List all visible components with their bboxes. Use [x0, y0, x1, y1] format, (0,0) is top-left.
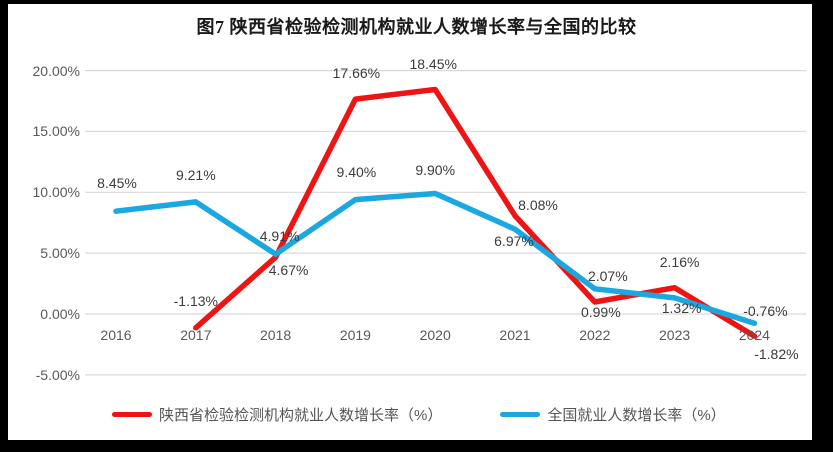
- data-label: 4.91%: [259, 228, 300, 245]
- x-axis-tick-label: 2021: [499, 327, 531, 343]
- data-label: 9.40%: [336, 163, 377, 180]
- y-axis-tick-label: 10.00%: [32, 184, 80, 201]
- data-label: 2.07%: [587, 267, 628, 284]
- y-axis-tick-label: 20.00%: [32, 62, 80, 79]
- data-label: 0.99%: [580, 303, 621, 320]
- y-axis-tick-label: 0.00%: [40, 306, 80, 322]
- data-label: 4.67%: [268, 262, 309, 279]
- series-line-1: [113, 190, 758, 326]
- x-axis-tick-label: 2022: [579, 327, 611, 343]
- legend: 陕西省检验检测机构就业人数增长率（%） 全国就业人数增长率（%）: [112, 404, 774, 425]
- x-axis-tick-label: 2023: [659, 327, 691, 343]
- legend-item-shaanxi: 陕西省检验检测机构就业人数增长率（%）: [112, 404, 442, 425]
- legend-label-shaanxi: 陕西省检验检测机构就业人数增长率（%）: [159, 407, 443, 424]
- data-label: -1.82%: [754, 346, 799, 363]
- series-lines: [113, 86, 758, 339]
- series-line-0: [193, 86, 758, 339]
- x-axis-tick-label: 2024: [738, 327, 770, 343]
- chart-panel: [8, 4, 812, 440]
- data-label: 18.45%: [409, 56, 457, 73]
- data-label: 1.32%: [661, 299, 702, 316]
- x-axis-tick-label: 2018: [260, 327, 292, 343]
- data-label: 8.08%: [518, 196, 558, 213]
- data-label: 8.45%: [97, 175, 137, 192]
- data-label: 9.21%: [175, 166, 216, 183]
- y-axis-tick-label: -5.00%: [35, 366, 80, 383]
- x-axis-tick-label: 2019: [339, 327, 371, 343]
- legend-label-national: 全国就业人数增长率（%）: [547, 407, 726, 424]
- data-label: 2.16%: [659, 253, 700, 270]
- x-axis-tick-label: 2017: [180, 327, 212, 343]
- gridlines: [85, 69, 806, 376]
- y-axis-tick-label: 15.00%: [32, 123, 80, 140]
- data-label: 17.66%: [332, 65, 381, 82]
- chart-title: 图7 陕西省检验检测机构就业人数增长率与全国的比较: [196, 17, 637, 37]
- x-axis-tick-label: 2020: [419, 327, 451, 343]
- y-axis-tick-label: 5.00%: [40, 245, 80, 262]
- blue-line-swatch-icon: [500, 412, 541, 417]
- x-axis-tick-label: 2016: [100, 327, 132, 343]
- legend-item-national: 全国就业人数增长率（%）: [500, 404, 726, 425]
- data-label: 9.90%: [415, 161, 456, 178]
- data-label: -1.13%: [173, 292, 218, 309]
- data-label: 6.97%: [494, 233, 534, 250]
- data-label: -0.76%: [743, 303, 788, 320]
- red-line-swatch-icon: [112, 412, 152, 417]
